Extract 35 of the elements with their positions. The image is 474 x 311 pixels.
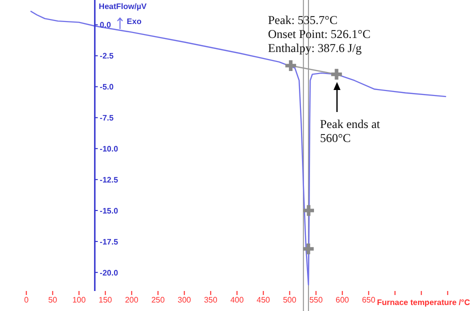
annotation: Peak: 535.7°C: [268, 13, 338, 27]
x-tick-label: 450: [256, 296, 271, 305]
y-tick-label: -7.5: [100, 113, 114, 122]
y-tick-label: -15.0: [100, 206, 119, 216]
x-tick-label: 50: [48, 296, 58, 305]
annotation: Exo: [126, 17, 142, 26]
x-tick-label: 150: [98, 296, 113, 305]
x-tick-label: 550: [309, 296, 324, 305]
x-tick-label: 200: [124, 296, 139, 305]
x-tick-label: 500: [282, 296, 297, 305]
x-tick-label: 100: [72, 296, 86, 305]
y-tick-label: -12.5: [100, 175, 119, 184]
x-tick-label: 600: [336, 296, 350, 305]
y-tick-label: -2.5: [100, 52, 114, 61]
y-tick-label: -17.5: [100, 237, 119, 246]
point: [285, 60, 296, 71]
annotation: Onset Point: 526.1°C: [268, 27, 370, 41]
annotation: Enthalpy: 387.6 J/g: [268, 41, 363, 55]
x-tick-label: 400: [230, 296, 244, 305]
y-axis-title: HeatFlow/µV: [98, 2, 147, 11]
y-tick-label: -10.0: [100, 144, 119, 154]
point: [331, 68, 342, 80]
line-series: [30, 10, 447, 286]
y-tick-label: 0.0: [100, 20, 112, 30]
x-tick-label: 350: [204, 296, 218, 305]
point: [302, 244, 314, 254]
x-tick-label: 300: [178, 296, 192, 305]
annotation: Peak ends at 560°C: [320, 117, 381, 145]
x-tick-label: 650: [362, 296, 376, 305]
x-tick-label: 250: [151, 296, 166, 305]
y-tick-label: -5.0: [100, 82, 114, 92]
y-tick-label: -20.0: [100, 268, 119, 278]
x-tick-label: 0: [24, 296, 30, 305]
x-axis-title: Furnace temperature /°C: [376, 298, 470, 307]
point: [303, 205, 314, 216]
